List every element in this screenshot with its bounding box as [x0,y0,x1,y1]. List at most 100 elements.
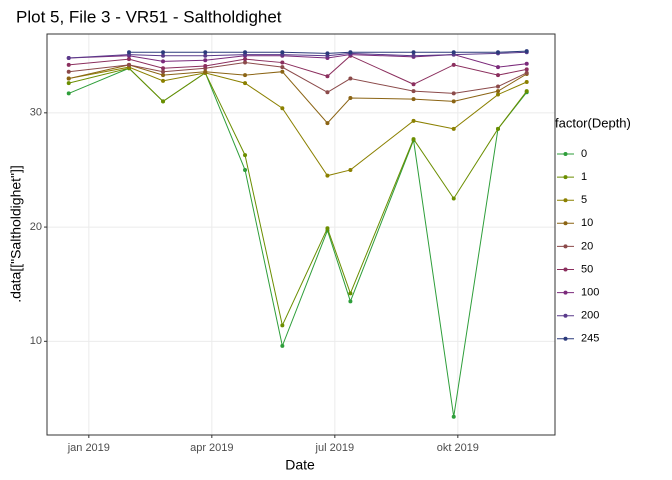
series-line [68,55,527,85]
data-point [66,76,71,81]
series-line [68,66,527,177]
data-point [243,153,248,158]
data-point [325,74,330,79]
data-point [280,60,285,65]
data-point [451,99,456,104]
legend-label: 10 [581,217,593,229]
data-point [203,50,208,55]
data-point [524,89,529,94]
data-point [66,81,71,86]
legend-title: factor(Depth) [555,115,631,130]
data-point [66,69,71,74]
data-point [161,66,166,71]
legend-label: 5 [581,194,587,206]
data-point [451,196,456,201]
series-line [68,67,528,327]
data-point [161,50,166,55]
data-point [203,69,208,74]
series-line [68,64,527,124]
data-point [411,89,416,94]
data-point [243,81,248,86]
legend-label: 0 [581,148,587,160]
data-point [496,50,501,55]
data-point [411,53,416,58]
data-point [496,65,501,70]
data-point [66,62,71,67]
legend-label: 1 [581,171,587,183]
legend-swatch-point [563,198,568,203]
data-point [203,53,208,58]
legend-swatch-point [563,221,568,226]
data-point [66,91,71,96]
data-point [243,167,248,172]
data-point [280,50,285,55]
data-point [496,92,501,97]
data-point [348,50,353,55]
data-point [348,76,353,81]
data-point [280,69,285,74]
legend-swatch-point [563,336,568,341]
data-point [127,50,132,55]
data-point [203,63,208,68]
legend-label: 100 [581,287,599,299]
data-point [243,50,248,55]
data-point [161,59,166,64]
data-point [280,65,285,70]
data-point [496,84,501,89]
y-tick-label: 10 [30,335,42,347]
series-line [68,62,527,94]
x-tick-label: apr 2019 [190,442,233,454]
legend-label: 50 [581,263,593,275]
data-point [496,73,501,78]
data-point [348,95,353,100]
chart-title: Plot 5, File 3 - VR51 - Saltholdighet [16,7,282,26]
data-point [524,49,529,54]
data-point [325,90,330,95]
data-point [243,73,248,78]
data-point [451,414,456,419]
data-point [127,57,132,62]
legend-label: 245 [581,333,599,345]
data-point [451,126,456,131]
data-point [203,58,208,63]
legend-swatch-point [563,244,568,249]
data-point [280,106,285,111]
data-point [411,137,416,142]
legend-swatch-point [563,290,568,295]
data-point [325,173,330,178]
data-point [451,91,456,96]
data-point [325,51,330,56]
data-point [451,62,456,67]
data-point [451,50,456,55]
data-point [325,121,330,126]
legend-swatch-point [563,175,568,180]
data-point [348,299,353,304]
data-point [524,70,529,75]
x-axis-label: Date [285,457,315,473]
x-tick-label: okt 2019 [437,442,479,454]
data-point [161,99,166,104]
x-tick-label: jan 2019 [67,442,110,454]
data-point [280,343,285,348]
data-point [66,55,71,60]
data-point [161,78,166,83]
y-axis-label: .data[["Saltholdighet"]] [8,165,24,303]
series-line [68,51,527,59]
data-point [161,73,166,78]
legend-swatch-point [563,267,568,272]
data-point [496,126,501,131]
data-point [325,226,330,231]
data-point [243,60,248,65]
data-point [524,67,529,72]
y-tick-label: 30 [30,107,42,119]
x-tick-label: jul 2019 [315,442,355,454]
data-point [348,291,353,296]
data-point [161,69,166,74]
legend-label: 200 [581,310,599,322]
legend-swatch-point [563,152,568,156]
data-point [411,97,416,102]
data-point [411,118,416,123]
legend-swatch-point [563,313,568,318]
